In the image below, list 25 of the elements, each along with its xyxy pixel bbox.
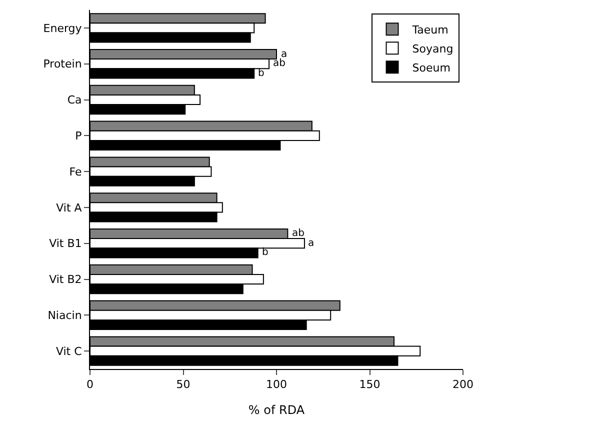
x-tick-label: 50	[176, 378, 190, 392]
y-tick-label: Vit A	[56, 201, 82, 214]
y-tick-label: Protein	[43, 58, 82, 71]
legend-label: Soyang	[412, 42, 454, 56]
x-tick-label: 200	[452, 378, 474, 392]
y-tick-label: Ca	[67, 94, 82, 107]
y-tick-label: Vit C	[56, 344, 82, 358]
x-axis-title: % of RDA	[248, 403, 306, 418]
x-tick-label: 150	[359, 378, 380, 392]
annotation: b	[262, 247, 268, 258]
y-tick-label: Energy	[43, 22, 82, 35]
annotation: a	[281, 49, 288, 60]
x-tick-label: 0	[86, 378, 94, 392]
y-tick-label: Vit B2	[49, 273, 82, 286]
annotation: a	[308, 238, 314, 249]
y-tick-label: Vit B1	[49, 237, 82, 250]
annotation: ab	[273, 58, 286, 69]
y-tick-label: Niacin	[48, 309, 82, 322]
annotation: ab	[292, 228, 304, 239]
legend-label: Taeum	[411, 23, 448, 36]
x-tick-label: 100	[266, 378, 287, 392]
y-tick-label: P	[75, 130, 82, 142]
y-tick-label: Fe	[69, 165, 82, 178]
annotation: b	[258, 68, 264, 79]
legend-label: Soeum	[412, 61, 450, 74]
